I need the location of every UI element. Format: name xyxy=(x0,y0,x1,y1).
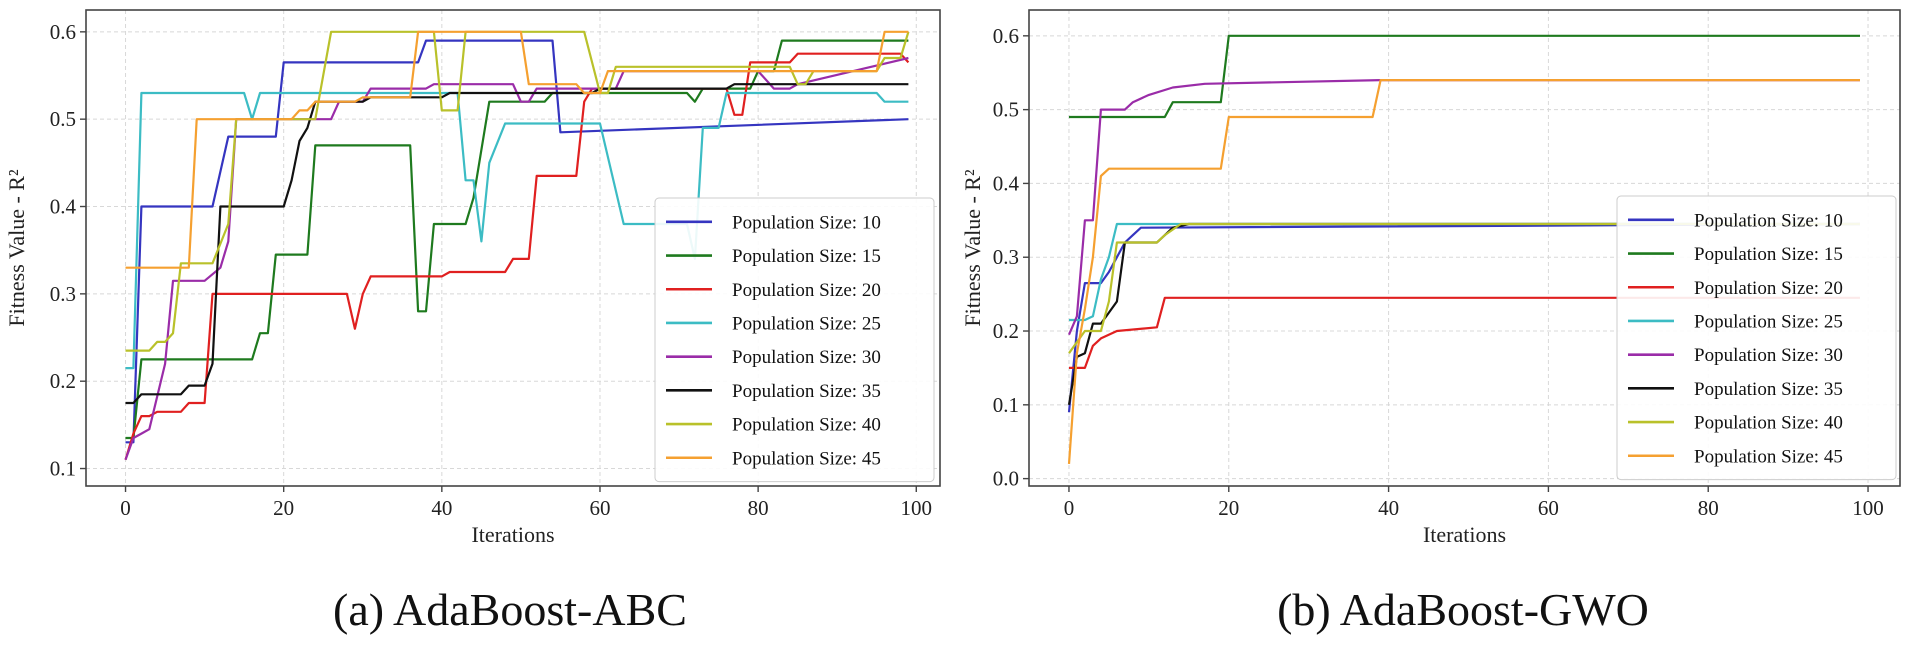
legend-entry: Population Size: 10 xyxy=(1694,210,1843,231)
y-tick-label: 0.0 xyxy=(993,467,1019,491)
series-line-5 xyxy=(125,83,909,405)
x-tick-label: 40 xyxy=(431,496,452,520)
series-line-2 xyxy=(124,52,910,461)
legend-entry: Population Size: 25 xyxy=(732,313,881,334)
panel-adaboost-abc: 0 20 40 60 80 100 0.1 0.2 0.3 0.4 0.5 0.6 Iterations… xyxy=(4,9,941,635)
series-line-7 xyxy=(125,30,909,269)
legend-entry: Population Size: 15 xyxy=(1694,244,1843,265)
x-axis-label: Iterations xyxy=(1423,522,1506,547)
plot-frame xyxy=(85,9,941,487)
y-tick-label: 0.4 xyxy=(50,195,77,219)
legend-box xyxy=(1616,195,1897,481)
panel-caption: (b) AdaBoost-GWO xyxy=(1277,584,1649,635)
x-tick-label: 20 xyxy=(1218,496,1239,520)
legend-entry: Population Size: 35 xyxy=(1694,379,1843,400)
legend-entry: Population Size: 25 xyxy=(1694,311,1843,332)
legend-box xyxy=(654,197,935,483)
y-axis-label: Fitness Value - R² xyxy=(960,169,985,327)
series-line-0 xyxy=(125,39,909,444)
x-tick-label: 0 xyxy=(120,496,131,520)
panel-caption: (a) AdaBoost-ABC xyxy=(333,584,687,635)
y-tick-label: 0.6 xyxy=(993,24,1019,48)
legend-entry: Population Size: 40 xyxy=(732,415,881,436)
series-lines xyxy=(1067,34,1861,464)
x-tick-label: 60 xyxy=(589,496,610,520)
legend: Population Size: 10 Population Size: 15 Po… xyxy=(1616,195,1897,481)
y-tick-label: 0.2 xyxy=(993,319,1019,343)
x-axis-label: Iterations xyxy=(471,522,554,547)
legend-entry: Population Size: 45 xyxy=(732,448,881,469)
series-line-7 xyxy=(1067,79,1860,464)
x-tick-label: 100 xyxy=(1852,496,1884,520)
x-tick-label: 60 xyxy=(1538,496,1559,520)
x-tick-label: 0 xyxy=(1064,496,1075,520)
x-tick-label: 100 xyxy=(901,496,933,520)
y-tick-label: 0.5 xyxy=(993,98,1019,122)
y-tick-label: 0.3 xyxy=(50,282,76,306)
series-line-3 xyxy=(125,91,909,370)
y-axis-label: Fitness Value - R² xyxy=(4,169,29,327)
legend-entry: Population Size: 30 xyxy=(1694,345,1843,366)
series-line-4 xyxy=(1067,79,1860,336)
legend-entry: Population Size: 35 xyxy=(732,381,881,402)
x-tick-label: 20 xyxy=(273,496,294,520)
panel-adaboost-gwo: 0 20 40 60 80 100 0.0 0.1 0.2 0.3 0.4 0.5 0.6 Iterati… xyxy=(960,9,1901,635)
y-tick-label: 0.6 xyxy=(50,20,76,44)
y-tick-label: 0.1 xyxy=(993,393,1019,417)
y-tick-label: 0.5 xyxy=(50,107,76,131)
legend: Population Size: 10 Population Size: 15 Po… xyxy=(654,197,935,483)
series-line-6 xyxy=(1068,222,1860,354)
series-line-1 xyxy=(1069,34,1860,119)
legend-entry: Population Size: 20 xyxy=(732,280,881,301)
x-tick-label: 80 xyxy=(1698,496,1719,520)
legend-entry: Population Size: 10 xyxy=(732,212,881,233)
series-line-2 xyxy=(1069,296,1860,369)
y-tick-label: 0.3 xyxy=(993,245,1019,269)
y-tick-label: 0.1 xyxy=(50,457,76,481)
legend-entry: Population Size: 40 xyxy=(1694,413,1843,434)
series-line-6 xyxy=(125,30,910,352)
plot-frame xyxy=(1028,9,1901,487)
series-lines xyxy=(124,30,910,461)
y-tick-label: 0.4 xyxy=(993,171,1020,195)
y-tick-label: 0.2 xyxy=(50,369,76,393)
legend-entry: Population Size: 30 xyxy=(732,347,881,368)
x-tick-label: 40 xyxy=(1378,496,1399,520)
x-tick-label: 80 xyxy=(748,496,769,520)
legend-entry: Population Size: 20 xyxy=(1694,278,1843,299)
legend-entry: Population Size: 15 xyxy=(732,246,881,267)
series-line-1 xyxy=(125,39,909,440)
series-line-3 xyxy=(1069,222,1860,322)
legend-entry: Population Size: 45 xyxy=(1694,446,1843,467)
